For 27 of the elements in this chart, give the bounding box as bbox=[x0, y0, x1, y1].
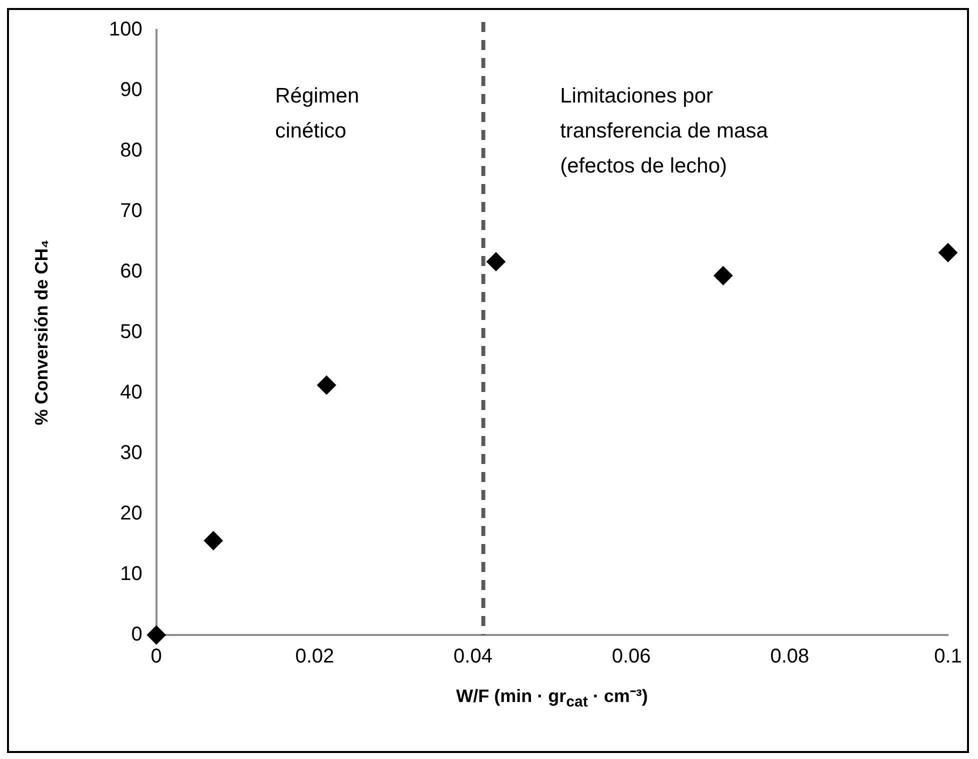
y-tick-label: 40 bbox=[120, 382, 142, 404]
y-tick-label: 50 bbox=[120, 321, 142, 344]
x-axis-title: W/F (min · gr$_{cat}$ · cm⁻³) bbox=[456, 685, 648, 711]
point bbox=[146, 626, 166, 644]
x-tick-label: 0.02 bbox=[295, 646, 334, 668]
y-tick-label: 0 bbox=[131, 624, 142, 646]
y-tick-label: 10 bbox=[120, 563, 142, 586]
x-tick-label: 0.08 bbox=[770, 646, 810, 668]
y-tick-label: 70 bbox=[120, 200, 142, 222]
x-tick-label: 0.1 bbox=[934, 646, 962, 668]
x-tick-label: 0.04 bbox=[454, 646, 492, 668]
point bbox=[938, 243, 958, 262]
y-tick-label: 80 bbox=[120, 140, 142, 162]
y-axis-title: % Conversión de CH₄ bbox=[31, 240, 52, 426]
annotation: Régimen cinético bbox=[275, 84, 360, 142]
point bbox=[204, 531, 223, 550]
x-tick-label: 0.06 bbox=[612, 646, 651, 668]
annotation: Limitaciones por transferencia de masa (efectos de lecho) bbox=[560, 84, 768, 178]
x-tick-label: 0 bbox=[150, 646, 162, 668]
point bbox=[714, 266, 733, 286]
y-tick-label: 20 bbox=[120, 502, 142, 525]
y-tick-label: 90 bbox=[120, 79, 142, 102]
y-tick-label: 60 bbox=[120, 260, 142, 283]
y-tick-label: 100 bbox=[108, 18, 142, 41]
point bbox=[486, 252, 506, 272]
point bbox=[317, 376, 336, 395]
y-tick-label: 30 bbox=[120, 442, 142, 464]
